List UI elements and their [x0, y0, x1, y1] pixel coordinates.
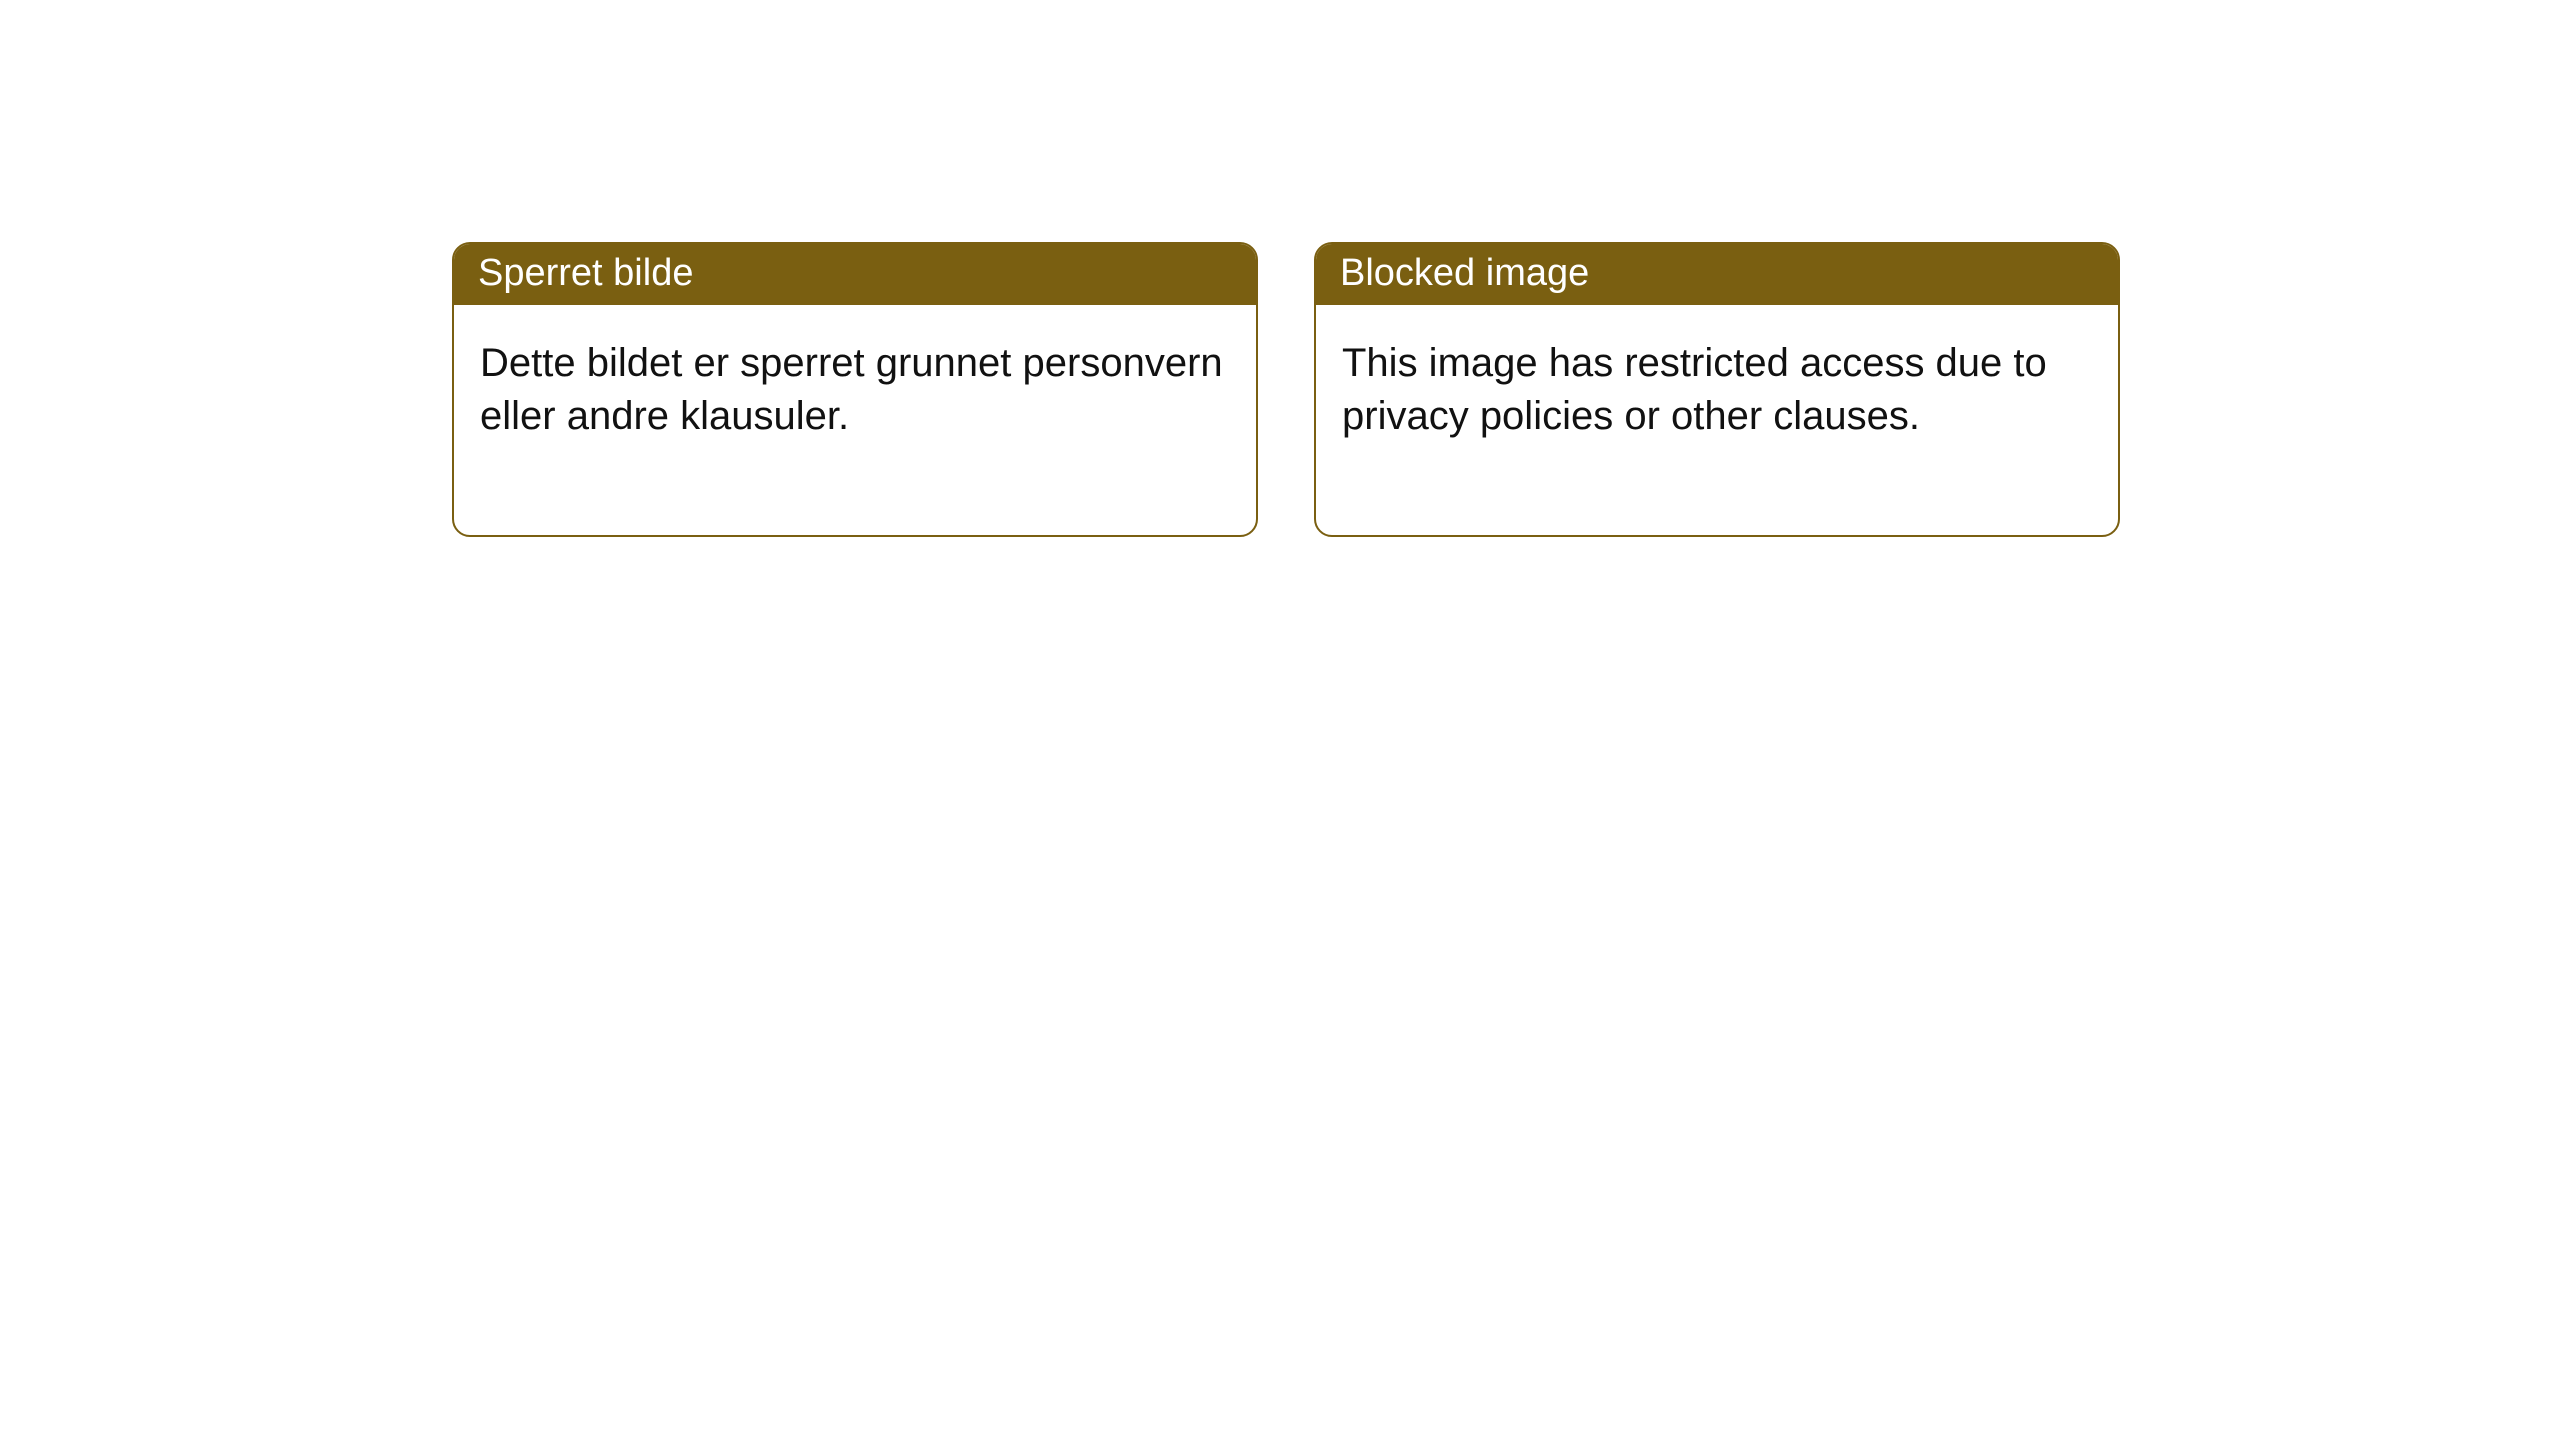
notice-card-english: Blocked image This image has restricted …: [1314, 242, 2120, 537]
notice-header: Sperret bilde: [454, 244, 1256, 305]
notice-body: This image has restricted access due to …: [1316, 305, 2118, 535]
notice-card-norwegian: Sperret bilde Dette bildet er sperret gr…: [452, 242, 1258, 537]
notice-header: Blocked image: [1316, 244, 2118, 305]
notice-container: Sperret bilde Dette bildet er sperret gr…: [0, 0, 2560, 537]
notice-body: Dette bildet er sperret grunnet personve…: [454, 305, 1256, 535]
